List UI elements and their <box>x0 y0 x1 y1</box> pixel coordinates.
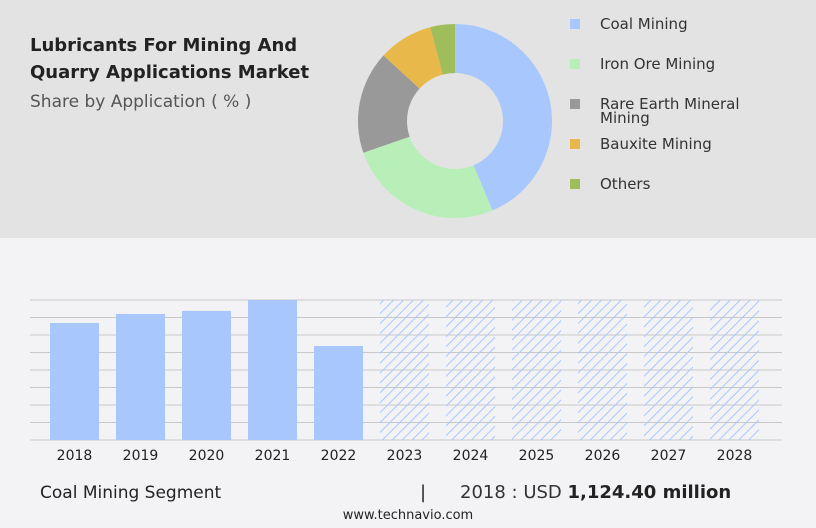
separator: | <box>420 482 427 503</box>
legend-item: Others <box>570 174 810 193</box>
donut-chart <box>358 24 552 218</box>
chart-subtitle: Share by Application ( % ) <box>30 92 252 112</box>
x-tick-label: 2021 <box>255 448 291 464</box>
legend-swatch <box>570 59 580 69</box>
x-tick-label: 2026 <box>585 448 621 464</box>
forecast-bar-2023 <box>380 300 429 440</box>
legend-swatch <box>570 99 580 109</box>
x-tick-label: 2027 <box>651 448 687 464</box>
segment-value: 2018 : USD 1,124.40 million <box>460 482 731 503</box>
x-tick-label: 2020 <box>189 448 225 464</box>
forecast-bar-2025 <box>512 300 561 440</box>
legend-label: Others <box>600 175 651 193</box>
x-tick-label: 2028 <box>717 448 753 464</box>
x-tick-label: 2019 <box>123 448 159 464</box>
forecast-bar-2027 <box>644 300 693 440</box>
x-tick-label: 2022 <box>321 448 357 464</box>
donut-slice-others <box>430 24 455 75</box>
legend-item: Bauxite Mining <box>570 134 810 153</box>
bar-2022 <box>314 346 363 440</box>
bar-2018 <box>50 322 99 440</box>
legend-label: Bauxite Mining <box>600 135 712 153</box>
legend-swatch <box>570 179 580 189</box>
legend-item: Iron Ore Mining <box>570 54 810 73</box>
bar-2021 <box>248 300 297 440</box>
legend-label: Coal Mining <box>600 15 688 33</box>
x-tick-label: 2018 <box>57 448 93 464</box>
legend-swatch <box>570 19 580 29</box>
legend-item: Coal Mining <box>570 14 810 33</box>
bar-2019 <box>116 313 165 440</box>
segment-label: Coal Mining Segment <box>40 483 222 503</box>
forecast-bar-2028 <box>710 300 759 440</box>
bar-2020 <box>182 310 231 440</box>
donut-slice-bauxite-mining <box>383 27 443 89</box>
forecast-bar-2026 <box>578 300 627 440</box>
legend-label: Rare Earth Mineral Mining <box>600 95 740 127</box>
donut-slice-iron-ore-mining <box>363 136 493 218</box>
chart-title: Lubricants For Mining And Quarry Applica… <box>30 35 310 83</box>
forecast-bar-2024 <box>446 300 495 440</box>
bar-chart: 2018 2019 2020 2021 2022 2023 2024 2025 2026 2027… <box>30 299 782 464</box>
legend-item: Rare Earth Mineral Mining <box>570 94 810 127</box>
value-amount: 1,124.40 million <box>567 482 732 503</box>
donut-slice-rare-earth-mineral-mining <box>358 55 420 153</box>
legend-swatch <box>570 139 580 149</box>
year-label: 2018 : USD <box>460 482 568 503</box>
x-tick-label: 2025 <box>519 448 555 464</box>
site-url[interactable]: www.technavio.com <box>342 508 474 523</box>
legend-label: Iron Ore Mining <box>600 55 716 73</box>
donut-slice-coal-mining <box>455 24 552 211</box>
x-tick-label: 2024 <box>453 448 489 464</box>
x-tick-label: 2023 <box>387 448 423 464</box>
